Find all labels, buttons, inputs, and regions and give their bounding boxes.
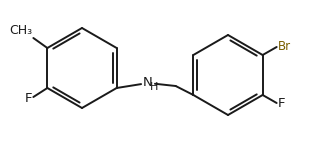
Text: F: F bbox=[25, 92, 32, 104]
Text: CH₃: CH₃ bbox=[9, 24, 32, 37]
Text: F: F bbox=[278, 96, 285, 109]
Text: H: H bbox=[150, 82, 158, 92]
Text: Br: Br bbox=[278, 40, 291, 53]
Text: N: N bbox=[143, 77, 153, 90]
